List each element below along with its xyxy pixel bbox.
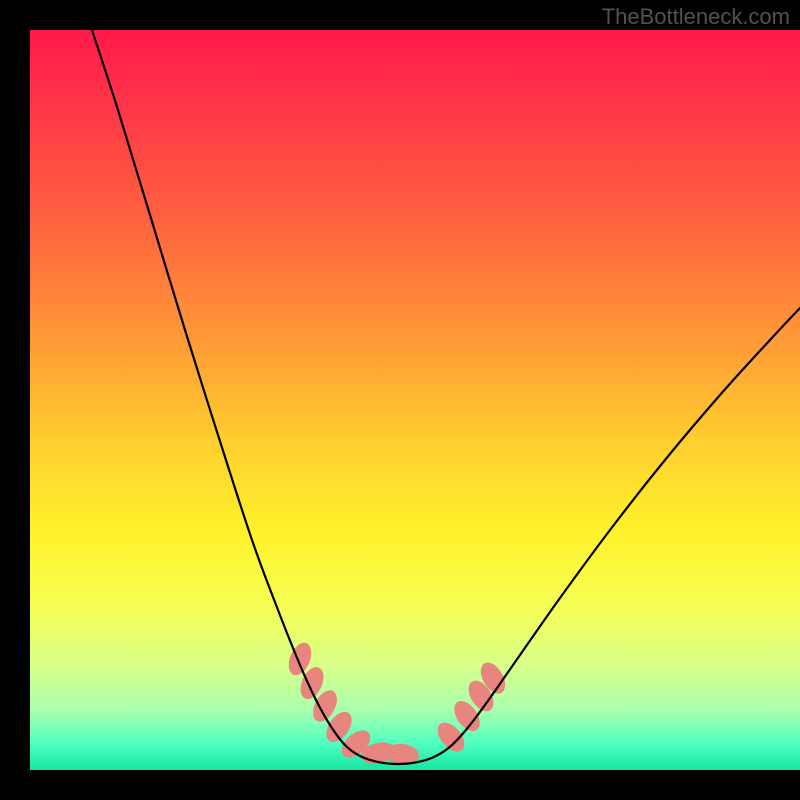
- border-top: [0, 0, 800, 30]
- chart-stage: TheBottleneck.com: [0, 0, 800, 800]
- bottleneck-chart-svg: [0, 0, 800, 800]
- border-bottom: [0, 770, 800, 800]
- plot-area: [30, 30, 800, 770]
- border-left: [0, 0, 30, 800]
